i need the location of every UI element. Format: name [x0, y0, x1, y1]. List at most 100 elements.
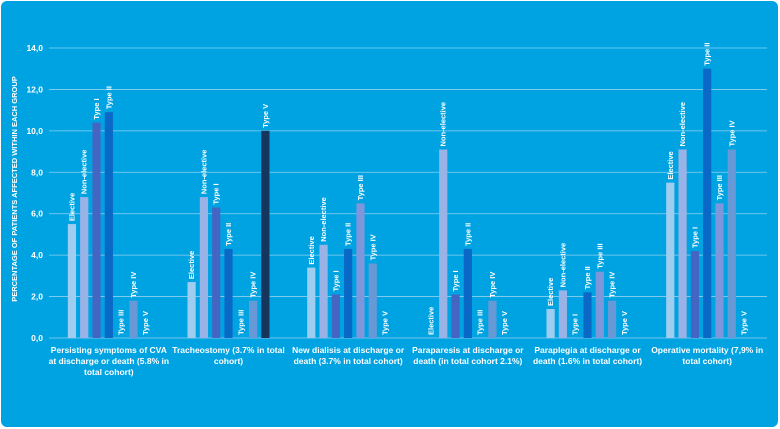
bar-label-elective: Elective [307, 236, 316, 264]
y-tick-label: 12,0 [26, 84, 43, 94]
bar-label-type-iii: Type III [476, 310, 485, 335]
bar-label-type-v: Type V [141, 311, 150, 335]
bar-type-iv [368, 263, 377, 338]
bar-non-elective [439, 149, 448, 338]
bar-label-non-elective: Non-elective [439, 102, 448, 147]
bar-label-type-iii: Type III [356, 175, 365, 200]
bar-label-elective: Elective [187, 251, 196, 279]
category-label-line: death (1.6% in total cohort) [533, 356, 642, 366]
bar-non-elective [80, 197, 89, 338]
bar-label-elective: Elective [546, 278, 555, 306]
bar-type-i [92, 122, 101, 338]
bar-label-elective: Elective [67, 193, 76, 221]
bar-label-type-i: Type I [331, 270, 340, 291]
bar-elective [67, 224, 77, 338]
bar-type-ii [344, 248, 353, 338]
bar-label-type-iii: Type III [117, 310, 126, 335]
bar-type-i [690, 251, 699, 338]
bar-type-iv [488, 300, 497, 338]
bar-label-type-i: Type I [92, 98, 101, 119]
bar-elective [307, 267, 316, 338]
bar-type-ii [104, 112, 113, 338]
bar-label-type-i: Type I [571, 314, 580, 335]
bar-label-type-ii: Type II [344, 223, 353, 246]
bar-label-non-elective: Non-elective [558, 243, 567, 288]
y-tick-label: 10,0 [26, 126, 43, 136]
category-label: Tracheostomy (3.7% in total cohort) [172, 345, 284, 366]
bar-label-type-iv: Type IV [368, 234, 377, 260]
bar-label-type-v: Type V [620, 311, 629, 335]
bar-elective [187, 282, 196, 338]
bar-label-type-iv: Type IV [608, 272, 617, 298]
bar-type-i [331, 294, 340, 338]
bar-label-elective: Elective [666, 151, 675, 179]
bar-type-iii [595, 271, 604, 338]
bar-type-iii [356, 203, 365, 338]
y-tick-label: 0,0 [31, 333, 43, 343]
category-label-line: at discharge or death (5.8% in [49, 356, 169, 366]
bar-label-type-i: Type I [212, 183, 221, 204]
bar-label-type-v: Type V [500, 311, 509, 335]
bar-label-non-elective: Non-elective [319, 197, 328, 242]
bar-label-type-iv: Type IV [488, 272, 497, 298]
y-tick-label: 6,0 [31, 209, 43, 219]
bar-label-type-v: Type V [261, 104, 270, 128]
category-label-line: cohort) [214, 356, 243, 366]
bar-label-type-v: Type V [381, 311, 390, 335]
bar-type-iv [249, 300, 258, 338]
bar-type-i [451, 294, 460, 338]
bar-type-iv [129, 300, 138, 338]
bar-label-type-v: Type V [740, 311, 749, 335]
bar-non-elective [199, 197, 208, 338]
category-label: Paraplegia at discharge or death (1.6% in… [533, 345, 642, 366]
gridlines [49, 47, 767, 339]
category-label: Paraparesis at discharge or death (in tot… [412, 345, 524, 366]
category-label-line: Tracheostomy (3.7% in total [172, 345, 284, 355]
category-label: New dialisis at discharge or death (3.7% … [292, 345, 405, 366]
bar-label-type-ii: Type II [463, 223, 472, 246]
bar-label-type-iv: Type IV [249, 272, 258, 298]
bar-non-elective [319, 244, 328, 338]
bar-label-type-iv: Type IV [129, 272, 138, 298]
y-tick-label: 2,0 [31, 292, 43, 302]
bar-label-elective: Elective [426, 307, 435, 335]
category-label-line: New dialisis at discharge or [292, 345, 405, 355]
category-label: Operative mortality (7,9% in total cohort… [651, 345, 763, 366]
bar-label-type-iii: Type III [236, 310, 245, 335]
bar-label-type-ii: Type II [104, 86, 113, 109]
bar-label-type-i: Type I [451, 270, 460, 291]
bar-label-type-ii: Type II [703, 43, 712, 66]
bar-non-elective [678, 149, 687, 338]
bar-label-non-elective: Non-elective [199, 150, 208, 195]
y-tick-label: 14,0 [26, 43, 43, 53]
bar-type-iv [727, 149, 736, 338]
bar-label-type-iii: Type III [715, 175, 724, 200]
bar-type-ii [703, 68, 712, 338]
bar-label-type-ii: Type II [583, 266, 592, 289]
category-label-line: death (3.7% in total cohort) [294, 356, 403, 366]
bars [67, 68, 736, 338]
bar-label-non-elective: Non-elective [678, 102, 687, 147]
y-axis-ticks: 0,0 2,0 4,0 6,0 8,0 10,0 12,0 14,0 [26, 43, 43, 343]
bar-label-non-elective: Non-elective [80, 150, 89, 195]
bar-type-ii [224, 248, 233, 338]
category-label-line: death (in total cohort 2.1%) [413, 356, 522, 366]
category-labels: Persisting symptoms of CVA at discharge o… [49, 345, 764, 377]
bar-label-type-i: Type I [690, 227, 699, 248]
bar-elective [546, 309, 555, 338]
category-label-line: total cohort) [682, 356, 732, 366]
bar-type-ii [583, 292, 592, 338]
bar-type-iv [608, 300, 617, 338]
bar-label-type-iii: Type III [595, 243, 604, 268]
category-label-line: Operative mortality (7,9% in [651, 345, 763, 355]
bar-label-type-ii: Type II [224, 223, 233, 246]
bar-type-v [261, 130, 270, 338]
bar-non-elective [558, 290, 567, 338]
bar-type-ii [463, 248, 472, 338]
category-label-line: total cohort) [84, 367, 134, 377]
y-tick-label: 4,0 [31, 250, 43, 260]
bar-type-iii [715, 203, 724, 338]
